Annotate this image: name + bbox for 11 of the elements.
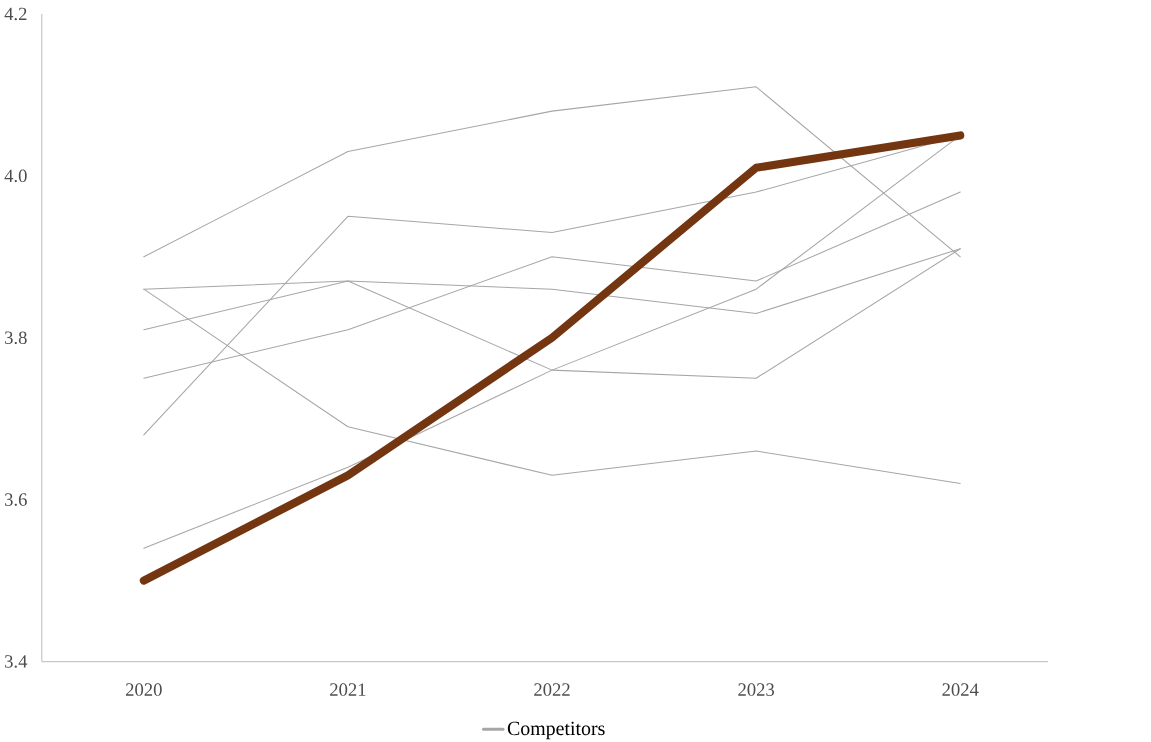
y-tick-label: 4.0	[4, 169, 27, 183]
legend-label: Competitors	[507, 721, 605, 740]
y-tick-label: 3.8	[5, 331, 27, 345]
y-tick-label: 3.4	[5, 655, 28, 668]
x-tick-label: 2020	[126, 683, 162, 696]
y-tick-label: 4.2	[4, 7, 27, 21]
y-tick-label: 3.6	[5, 493, 27, 507]
x-tick-label: 2024	[942, 683, 979, 696]
x-tick-label: 2021	[330, 683, 366, 696]
x-tick-label: 2022	[534, 683, 570, 696]
x-tick-label: 2023	[738, 683, 775, 696]
